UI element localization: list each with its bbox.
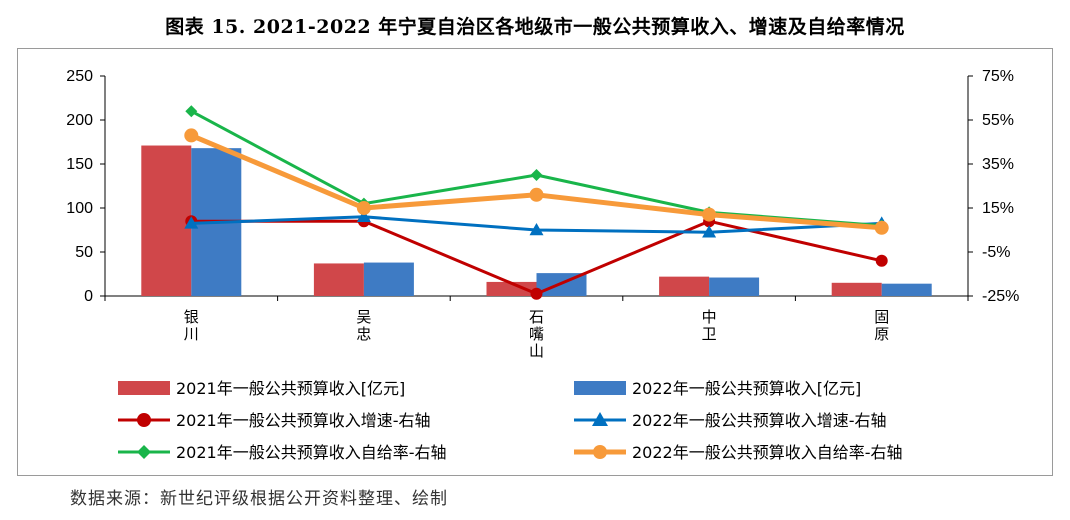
line-2021-growth-point <box>530 287 543 300</box>
bar-2021-revenue <box>313 263 364 296</box>
left-tick-label: 250 <box>66 68 93 85</box>
line-2022-self-sufficiency-point <box>356 201 371 215</box>
left-tick-label: 50 <box>75 244 93 261</box>
line-2022-growth-point <box>702 225 717 238</box>
right-tick-label: 55% <box>982 112 1014 129</box>
chart-title: 图表 15. 2021-2022 年宁夏自治区各地级市一般公共预算收入、增速及自… <box>165 16 905 38</box>
left-tick-label: 200 <box>66 112 93 129</box>
left-tick-label: 100 <box>66 200 93 217</box>
legend-label: 2021年一般公共预算收入自给率-右轴 <box>176 443 447 462</box>
legend-label: 2022年一般公共预算收入[亿元] <box>632 379 861 398</box>
legend-item: 2021年一般公共预算收入自给率-右轴 <box>118 443 447 462</box>
line-2022-self-sufficiency-point <box>702 207 717 222</box>
right-tick-label: 15% <box>982 200 1014 217</box>
line-2022-self-sufficiency <box>190 133 882 231</box>
legend-swatch <box>118 381 170 395</box>
bar-2021-revenue <box>486 281 537 296</box>
legend-label: 2021年一般公共预算收入增速-右轴 <box>176 411 431 430</box>
bar-2021-revenue <box>831 282 882 296</box>
legend-label: 2022年一般公共预算收入增速-右轴 <box>632 411 887 430</box>
legend-item: 2021年一般公共预算收入[亿元] <box>118 379 405 398</box>
legend-item: 2022年一般公共预算收入自给率-右轴 <box>574 443 903 462</box>
legend-item: 2022年一般公共预算收入增速-右轴 <box>574 411 887 430</box>
legend-swatch <box>574 381 626 395</box>
line-2021-self-sufficiency-point <box>185 105 198 118</box>
line-2021-growth-point <box>875 254 888 267</box>
category-label: 中卫 <box>702 308 717 343</box>
legend-item: 2022年一般公共预算收入[亿元] <box>574 379 861 398</box>
right-tick-label: -25% <box>982 288 1019 305</box>
right-tick-label: 35% <box>982 156 1014 173</box>
line-2022-growth-point <box>356 209 371 223</box>
right-tick-label: 75% <box>982 68 1014 85</box>
category-label: 吴忠 <box>356 308 371 343</box>
line-2022-self-sufficiency-point <box>529 187 544 202</box>
bar-2022-revenue <box>881 283 932 296</box>
legend-marker <box>593 445 607 459</box>
data-source-note: 数据来源：新世纪评级根据公开资料整理、绘制 <box>70 489 448 509</box>
left-tick-label: 0 <box>84 288 93 305</box>
legend-label: 2022年一般公共预算收入自给率-右轴 <box>632 443 903 462</box>
line-2021-self-sufficiency <box>190 109 882 228</box>
category-label: 固原 <box>874 308 889 343</box>
legend-item: 2021年一般公共预算收入增速-右轴 <box>118 411 431 430</box>
chart-frame <box>17 48 1053 476</box>
right-tick-label: -5% <box>982 244 1010 261</box>
category-label: 银川 <box>184 308 199 343</box>
left-tick-label: 150 <box>66 156 93 173</box>
bar-2021-revenue <box>141 145 192 296</box>
bar-2021-revenue <box>659 276 710 296</box>
line-2022-growth-point <box>184 216 199 229</box>
line-2022-growth-point <box>529 223 544 236</box>
bar-2022-revenue <box>363 262 414 296</box>
line-2022-self-sufficiency-point <box>874 220 889 235</box>
legend-marker <box>137 413 151 427</box>
line-2021-self-sufficiency-point <box>530 169 543 181</box>
category-label: 石嘴山 <box>529 308 544 360</box>
legend-marker <box>592 412 608 426</box>
bar-2022-revenue <box>709 277 760 296</box>
line-2022-self-sufficiency-point <box>184 128 199 143</box>
legend-label: 2021年一般公共预算收入[亿元] <box>176 379 405 398</box>
legend-marker <box>137 445 151 459</box>
